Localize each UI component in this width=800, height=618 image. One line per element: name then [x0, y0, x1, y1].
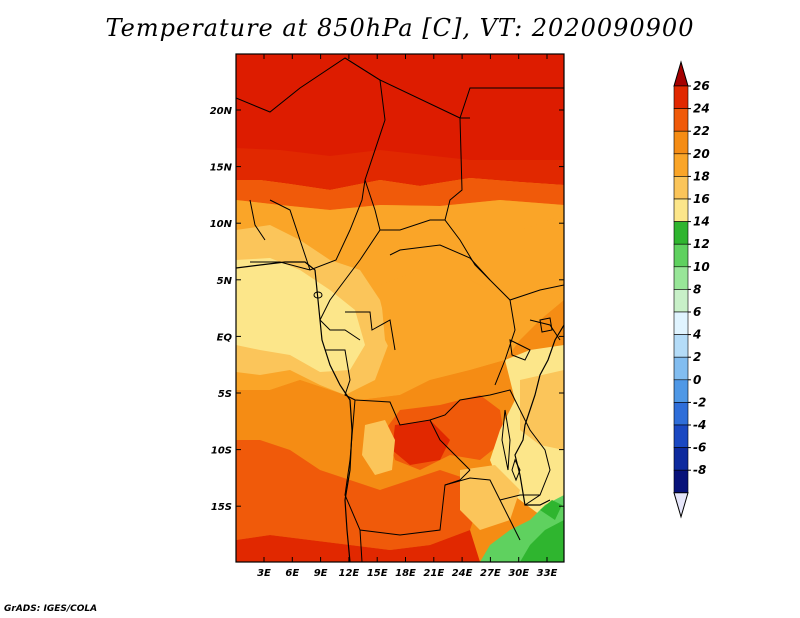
longitude-label: 3E: [257, 568, 271, 579]
colorbar-label: 2: [693, 350, 701, 364]
colorbar-label: 20: [693, 147, 710, 161]
colorbar-label: -6: [693, 441, 706, 455]
longitude-label: 18E: [395, 568, 416, 579]
axis-ticks: [236, 54, 564, 562]
colorbar-segment: [673, 424, 689, 448]
colorbar-label: 4: [692, 328, 701, 342]
colorbar-segment: [673, 402, 689, 426]
colorbar-label: 14: [693, 215, 710, 229]
longitude-labels: 3E 6E 9E 12E 15E 18E 21E 24E 27E 30E 33E: [257, 568, 557, 579]
latitude-label: 20N: [210, 106, 233, 117]
temperature-field: [236, 54, 564, 562]
country-borders: [236, 57, 564, 562]
colorbar-segment: [673, 289, 689, 313]
longitude-label: 6E: [285, 568, 299, 579]
colorbar-label: -2: [693, 395, 706, 409]
colorbar-segment: [673, 356, 689, 381]
colorbar-segment: [673, 176, 689, 200]
colorbar-segment: [673, 469, 689, 494]
latitude-label: 5S: [218, 389, 232, 400]
colorbar-segment: [673, 334, 689, 358]
colorbar-segment: [673, 266, 689, 290]
latitude-label: 10N: [210, 219, 233, 230]
latitude-label: 15S: [211, 502, 232, 513]
lakes: [313, 291, 553, 482]
latitude-labels: 20N 15N 10N 5N EQ 5S 10S 15S: [210, 106, 233, 513]
map-frame: [235, 53, 565, 563]
colorbar-label: 24: [693, 102, 710, 116]
latitude-label: EQ: [217, 332, 233, 343]
longitude-label: 33E: [537, 568, 558, 579]
colorbar-segment: [673, 221, 689, 245]
coastline: [236, 261, 564, 562]
latitude-label: 5N: [217, 276, 233, 287]
colorbar-label: 22: [693, 124, 710, 138]
colorbar-label: 6: [693, 305, 701, 319]
colorbar-top-arrow: [673, 60, 689, 87]
colorbar-label: -4: [693, 418, 706, 432]
colorbar: [673, 60, 689, 519]
longitude-label: 27E: [480, 568, 501, 579]
colorbar-label: 10: [693, 260, 710, 274]
chart-title: Temperature at 850hPa [C], VT: 202009090…: [105, 14, 695, 42]
colorbar-segment: [673, 311, 689, 335]
longitude-label: 30E: [508, 568, 529, 579]
colorbar-label: 18: [693, 169, 710, 183]
colorbar-bottom-arrow: [673, 492, 689, 519]
colorbar-segment: [673, 130, 689, 155]
colorbar-label: -8: [693, 463, 706, 477]
colorbar-segment: [673, 198, 689, 222]
colorbar-segment: [673, 153, 689, 177]
colorbar-segment: [673, 379, 689, 403]
colorbar-segment: [673, 243, 689, 268]
colorbar-label: 16: [693, 192, 710, 206]
latitude-label: 15N: [210, 163, 233, 174]
longitude-label: 21E: [423, 568, 444, 579]
grads-credit: GrADS: IGES/COLA: [4, 604, 98, 614]
colorbar-segment: [673, 108, 689, 132]
colorbar-segment: [673, 85, 689, 109]
longitude-label: 9E: [314, 568, 328, 579]
longitude-label: 12E: [339, 568, 360, 579]
colorbar-label: 26: [693, 79, 710, 93]
longitude-label: 15E: [367, 568, 388, 579]
colorbar-segment: [673, 447, 689, 471]
colorbar-label: 12: [693, 237, 710, 251]
longitude-label: 24E: [452, 568, 473, 579]
colorbar-label: 8: [693, 282, 701, 296]
colorbar-label: 0: [693, 373, 701, 387]
latitude-label: 10S: [211, 446, 232, 457]
